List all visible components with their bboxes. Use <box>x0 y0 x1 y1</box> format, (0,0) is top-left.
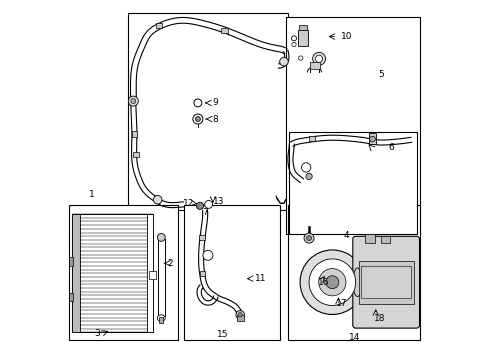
FancyBboxPatch shape <box>352 236 419 328</box>
Text: 6: 6 <box>387 143 393 152</box>
Circle shape <box>325 276 338 289</box>
Text: 18: 18 <box>373 314 385 323</box>
Ellipse shape <box>157 233 165 241</box>
Bar <box>69 257 73 266</box>
Ellipse shape <box>352 268 361 297</box>
Circle shape <box>298 56 303 60</box>
Circle shape <box>192 114 203 124</box>
Circle shape <box>312 52 325 65</box>
Circle shape <box>369 136 375 142</box>
Bar <box>297 31 308 45</box>
Bar <box>368 133 376 144</box>
Text: 15: 15 <box>216 330 227 339</box>
Circle shape <box>128 96 138 106</box>
Circle shape <box>195 117 200 122</box>
Circle shape <box>204 201 212 208</box>
Circle shape <box>291 42 296 46</box>
Circle shape <box>238 313 242 317</box>
Text: 2: 2 <box>167 259 173 268</box>
Bar <box>380 235 389 243</box>
Circle shape <box>235 311 244 319</box>
Text: 9: 9 <box>212 98 218 107</box>
Circle shape <box>301 163 310 172</box>
Text: 8: 8 <box>212 114 218 123</box>
Bar <box>299 26 306 31</box>
Bar <box>183 205 280 339</box>
Circle shape <box>153 195 162 204</box>
Circle shape <box>291 36 296 41</box>
Bar <box>308 136 314 140</box>
Bar <box>149 271 156 279</box>
Text: 4: 4 <box>343 231 349 240</box>
Circle shape <box>194 99 202 107</box>
Text: 16: 16 <box>317 278 328 287</box>
Bar <box>156 23 162 28</box>
Circle shape <box>196 202 203 210</box>
Circle shape <box>300 250 364 315</box>
Bar <box>72 214 153 332</box>
Bar <box>221 28 227 33</box>
Bar <box>358 261 413 304</box>
Text: 10: 10 <box>340 32 352 41</box>
Bar <box>309 62 319 69</box>
Text: 5: 5 <box>377 70 383 79</box>
Bar <box>158 239 164 316</box>
Text: 3: 3 <box>94 329 100 338</box>
Ellipse shape <box>157 315 165 321</box>
Text: 12: 12 <box>183 199 194 208</box>
Bar <box>69 205 178 339</box>
Bar <box>237 315 244 320</box>
Bar <box>199 235 204 240</box>
Text: 17: 17 <box>335 299 346 308</box>
Bar <box>285 17 419 234</box>
Text: 13: 13 <box>212 197 224 206</box>
Circle shape <box>318 269 346 296</box>
Circle shape <box>308 259 355 306</box>
Bar <box>364 234 375 243</box>
Text: 14: 14 <box>348 333 360 342</box>
Bar <box>360 266 410 298</box>
Circle shape <box>304 233 313 243</box>
Text: 7: 7 <box>202 208 207 217</box>
Circle shape <box>306 235 311 240</box>
Circle shape <box>203 250 212 260</box>
Bar <box>133 152 139 157</box>
Bar <box>72 214 80 332</box>
Bar <box>199 271 205 276</box>
Text: 11: 11 <box>254 274 266 283</box>
Text: 1: 1 <box>88 190 94 199</box>
Bar <box>287 205 419 339</box>
Bar <box>159 318 163 323</box>
Bar <box>289 132 416 234</box>
Bar <box>131 131 137 136</box>
Circle shape <box>315 55 322 62</box>
Circle shape <box>305 173 312 180</box>
Bar <box>69 293 73 301</box>
Circle shape <box>131 99 136 104</box>
Bar <box>128 13 287 211</box>
Bar <box>146 214 153 332</box>
Circle shape <box>279 57 287 66</box>
